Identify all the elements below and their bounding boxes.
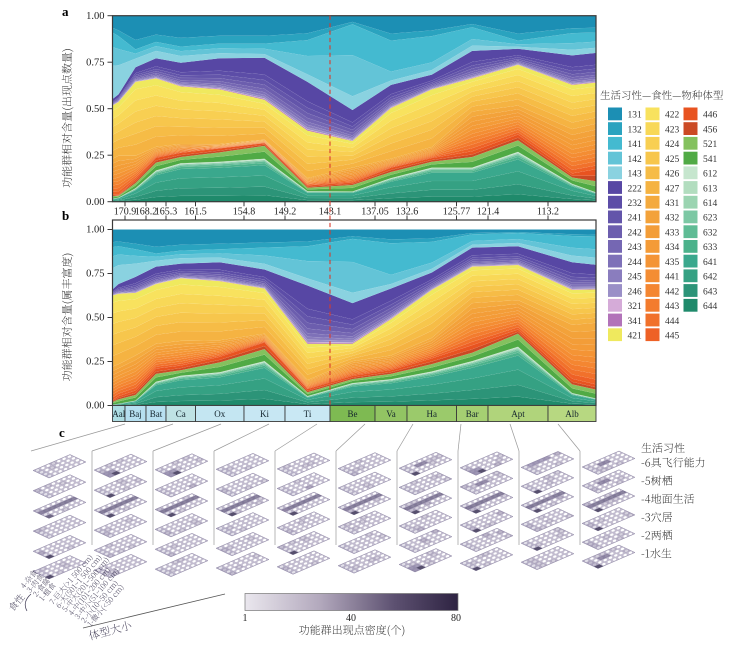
svg-text:422: 422 [665,111,680,121]
svg-text:425: 425 [665,155,680,165]
svg-text:222: 222 [628,184,643,194]
svg-text:113.2: 113.2 [537,207,559,218]
svg-text:Alb: Alb [565,409,579,419]
svg-text:137.05: 137.05 [361,207,389,218]
svg-text:434: 434 [665,243,680,253]
svg-text:132: 132 [628,125,643,135]
svg-text:0.50: 0.50 [86,104,104,115]
svg-text:161.5: 161.5 [184,207,207,218]
svg-text:0.25: 0.25 [86,357,104,368]
svg-text:341: 341 [628,317,643,327]
svg-text:441: 441 [665,273,680,283]
svg-text:243: 243 [628,243,643,253]
svg-text:421: 421 [628,332,643,342]
svg-text:Be: Be [348,409,358,419]
svg-text:1: 1 [243,613,248,624]
svg-text:443: 443 [665,302,680,312]
svg-text:321: 321 [628,302,643,312]
svg-text:0.75: 0.75 [86,269,104,280]
svg-text:0.75: 0.75 [86,57,104,68]
svg-text:149.2: 149.2 [274,207,297,218]
svg-text:142: 142 [628,155,643,165]
svg-text:444: 444 [665,317,680,327]
svg-text:232: 232 [628,199,643,209]
svg-text:614: 614 [703,199,718,209]
svg-text:143: 143 [628,170,643,180]
svg-text:0.50: 0.50 [86,313,104,324]
svg-text:641: 641 [703,258,718,268]
svg-text:Apt: Apt [511,409,525,419]
svg-text:0.00: 0.00 [86,401,104,412]
svg-text:141: 141 [628,140,643,150]
svg-text:Ti: Ti [304,409,312,419]
svg-text:154.8: 154.8 [233,207,256,218]
svg-text:131: 131 [628,111,643,121]
svg-text:244: 244 [628,258,643,268]
svg-text:644: 644 [703,302,718,312]
svg-text:623: 623 [703,214,718,224]
svg-text:246: 246 [628,287,643,297]
svg-text:1.00: 1.00 [86,225,104,236]
svg-text:445: 445 [665,332,680,342]
svg-text:121.4: 121.4 [477,207,500,218]
svg-text:0.25: 0.25 [86,150,104,161]
svg-text:435: 435 [665,258,680,268]
svg-text:Va: Va [386,409,396,419]
svg-text:Bat: Bat [150,409,163,419]
svg-text:424: 424 [665,140,680,150]
svg-text:521: 521 [703,140,718,150]
svg-text:170.9: 170.9 [114,207,137,218]
svg-text:Bar: Bar [466,409,479,419]
svg-text:427: 427 [665,184,680,194]
svg-text:245: 245 [628,273,643,283]
svg-text:Aal: Aal [112,409,125,419]
svg-text:643: 643 [703,287,718,297]
svg-text:Ox: Ox [214,409,225,419]
svg-text:613: 613 [703,184,718,194]
svg-text:40: 40 [346,613,356,624]
svg-text:132.6: 132.6 [396,207,419,218]
svg-text:Ha: Ha [427,409,438,419]
svg-text:1.00: 1.00 [86,11,104,22]
svg-text:168.2: 168.2 [135,207,158,218]
svg-text:612: 612 [703,170,718,180]
svg-text:433: 433 [665,229,680,239]
svg-text:642: 642 [703,273,718,283]
svg-text:456: 456 [703,125,718,135]
svg-text:633: 633 [703,243,718,253]
svg-text:431: 431 [665,199,680,209]
svg-text:242: 242 [628,229,643,239]
svg-text:a: a [62,4,69,19]
svg-text:125.77: 125.77 [443,207,471,218]
svg-text:446: 446 [703,111,718,121]
svg-text:0.00: 0.00 [86,197,104,208]
svg-text:Ki: Ki [260,409,269,419]
svg-text:165.3: 165.3 [155,207,178,218]
svg-text:426: 426 [665,170,680,180]
svg-text:80: 80 [451,613,461,624]
svg-text:Ca: Ca [176,409,186,419]
svg-text:241: 241 [628,214,643,224]
svg-text:Baj: Baj [129,409,142,419]
svg-text:c: c [59,425,65,440]
svg-text:432: 432 [665,214,680,224]
svg-text:541: 541 [703,155,718,165]
svg-text:442: 442 [665,287,680,297]
svg-text:b: b [62,208,69,223]
svg-text:423: 423 [665,125,680,135]
svg-text:632: 632 [703,229,718,239]
